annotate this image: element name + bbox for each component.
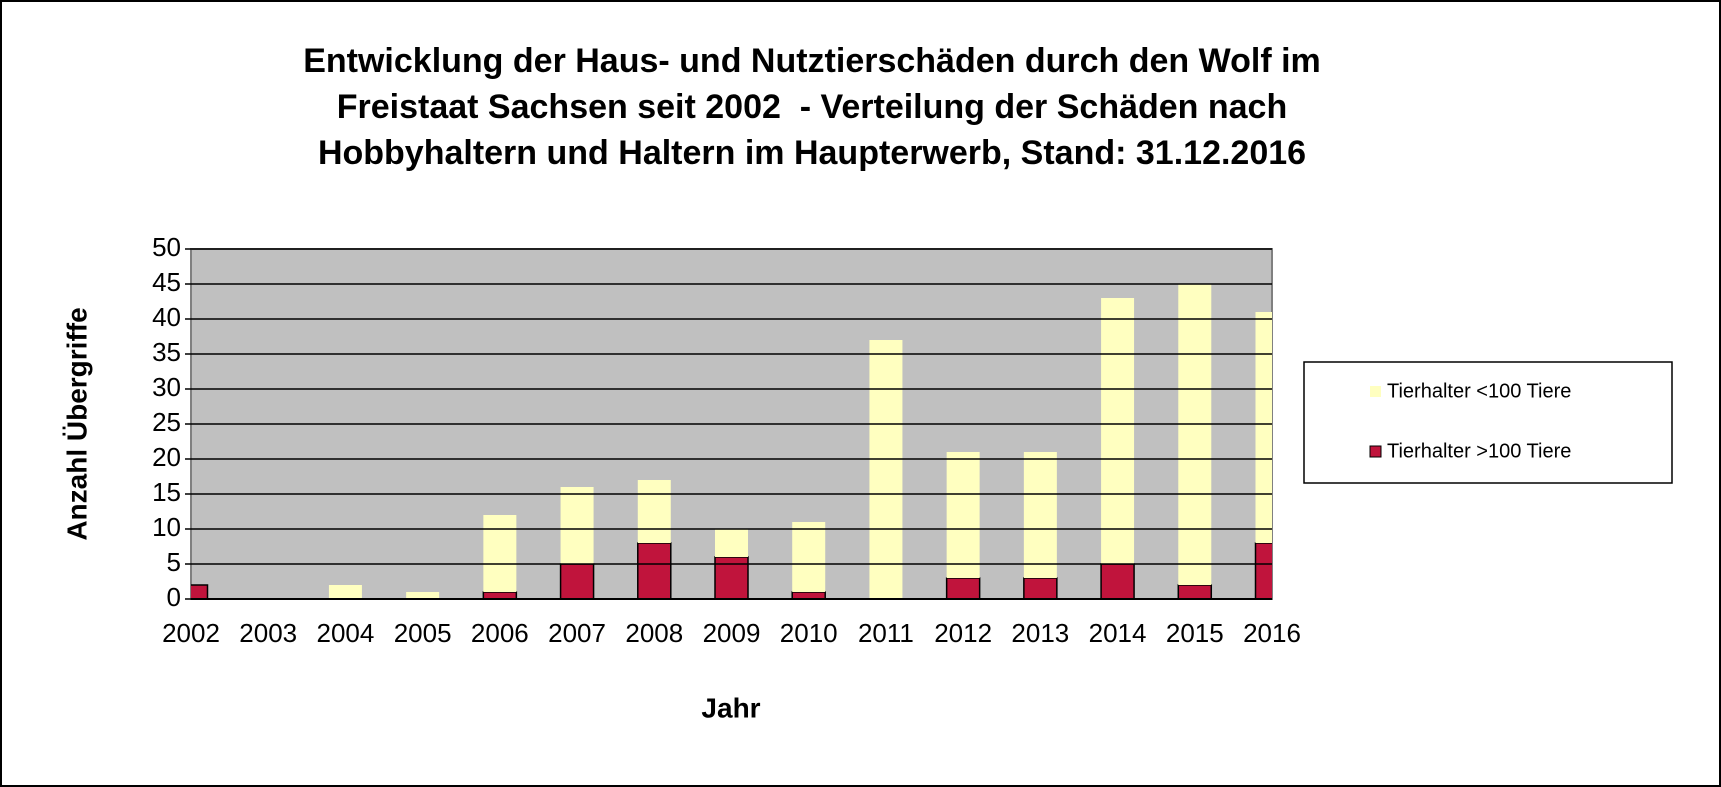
bar-segment — [1100, 563, 1135, 599]
x-tick-label: 2016 — [1243, 618, 1301, 648]
x-tick-label: 2014 — [1089, 618, 1147, 648]
y-tick-label: 50 — [152, 232, 181, 262]
y-tick-label: 5 — [167, 547, 181, 577]
y-tick-label: 0 — [167, 582, 181, 612]
x-tick-label: 2002 — [162, 618, 220, 648]
bar-segment — [869, 340, 903, 599]
bar-segment — [1177, 584, 1213, 599]
x-tick-label: 2005 — [394, 618, 452, 648]
chart-title: Freistaat Sachsen seit 2002 - Verteilung… — [337, 88, 1288, 126]
y-tick-label: 30 — [152, 372, 181, 402]
x-tick-label: 2008 — [625, 618, 683, 648]
bar-segment — [1178, 284, 1212, 585]
bar-segment — [483, 515, 517, 592]
bar-segment — [1255, 312, 1272, 543]
bar-segment — [482, 591, 518, 599]
bar-segment — [191, 584, 209, 599]
x-tick-label: 2010 — [780, 618, 838, 648]
legend-label: Tierhalter <100 Tiere — [1387, 380, 1571, 402]
x-tick-label: 2009 — [703, 618, 761, 648]
x-axis-label: Jahr — [701, 692, 760, 723]
bar-segment — [560, 487, 594, 564]
bar-segment — [945, 577, 981, 599]
x-tick-label: 2015 — [1166, 618, 1224, 648]
bar-segment — [637, 480, 671, 543]
bar-segment — [328, 585, 362, 599]
y-tick-label: 45 — [152, 267, 181, 297]
y-tick-label: 10 — [152, 512, 181, 542]
bar-segment — [1023, 577, 1058, 599]
bar-segment — [792, 522, 826, 592]
x-tick-label: 2011 — [858, 618, 914, 648]
bar-segment — [1101, 298, 1135, 564]
bar-segment — [791, 591, 826, 599]
bar-segment — [1023, 452, 1057, 578]
y-tick-label: 35 — [152, 337, 181, 367]
x-tick-label: 2003 — [239, 618, 297, 648]
legend — [1303, 361, 1673, 484]
x-tick-label: 2012 — [934, 618, 992, 648]
legend-label: Tierhalter >100 Tiere — [1387, 440, 1571, 462]
chart-title: Entwicklung der Haus- und Nutztierschäde… — [303, 42, 1321, 80]
bar-segment — [715, 529, 748, 557]
y-tick-label: 40 — [152, 302, 181, 332]
bar-segment — [559, 563, 595, 599]
legend-swatch — [1370, 386, 1381, 397]
x-tick-label: 2013 — [1011, 618, 1069, 648]
x-tick-label: 2004 — [317, 618, 375, 648]
bar-segment — [946, 452, 980, 578]
chart-title: Hobbyhaltern und Haltern im Haupterwerb,… — [318, 134, 1306, 172]
bar-segment — [1254, 542, 1272, 599]
y-tick-label: 15 — [152, 477, 181, 507]
y-tick-label: 25 — [152, 407, 181, 437]
legend-swatch — [1369, 445, 1382, 458]
y-axis-label: Anzahl Übergriffe — [61, 307, 92, 540]
x-tick-label: 2006 — [471, 618, 529, 648]
y-tick-label: 20 — [152, 442, 181, 472]
bar-segment — [637, 542, 672, 599]
x-tick-label: 2007 — [548, 618, 606, 648]
bar-segment — [406, 592, 440, 599]
